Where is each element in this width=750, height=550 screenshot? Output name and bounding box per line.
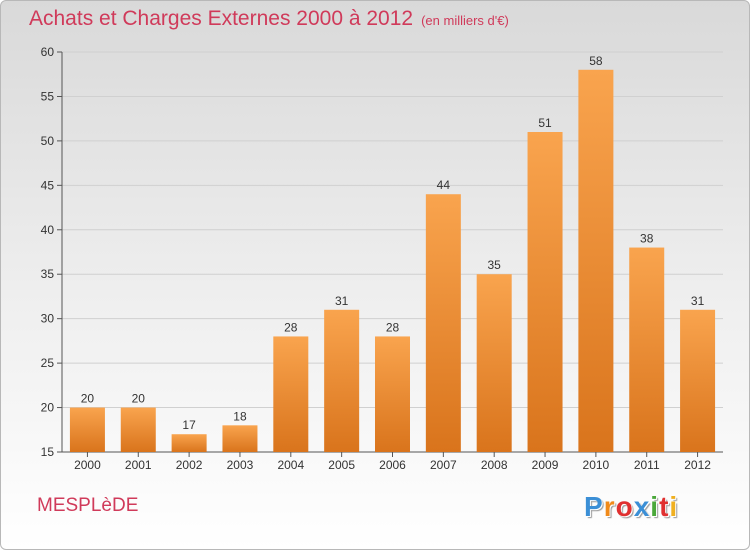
logo-letter: i	[669, 491, 679, 522]
bar	[324, 309, 360, 452]
bar	[629, 247, 665, 452]
bar	[171, 434, 207, 452]
chart-unit: (en milliers d'€)	[421, 13, 509, 28]
y-tick-label: 35	[41, 267, 55, 281]
x-tick-label: 2008	[481, 458, 508, 472]
x-tick-label: 2009	[532, 458, 559, 472]
data-label: 31	[335, 294, 349, 308]
bar	[578, 69, 614, 453]
x-tick-label: 2011	[634, 458, 660, 472]
x-tick-label: 2002	[176, 458, 203, 472]
data-label: 35	[488, 258, 502, 272]
data-label: 31	[691, 294, 705, 308]
data-label: 58	[589, 54, 603, 68]
data-label: 20	[81, 392, 95, 406]
y-tick-label: 45	[41, 178, 55, 192]
data-label: 18	[233, 409, 247, 423]
logo-letter: P	[584, 491, 604, 522]
bar	[273, 336, 309, 452]
bar	[222, 425, 258, 452]
x-tick-label: 2005	[328, 458, 355, 472]
x-tick-label: 2012	[684, 458, 711, 472]
bar	[680, 309, 716, 452]
x-tick-label: 2000	[74, 458, 101, 472]
data-label: 28	[386, 320, 400, 334]
bar	[476, 274, 512, 452]
x-tick-label: 2007	[430, 458, 457, 472]
bar	[120, 407, 156, 452]
x-tick-label: 2006	[379, 458, 406, 472]
bar	[375, 336, 410, 452]
x-tick-label: 2010	[583, 458, 610, 472]
data-label: 17	[182, 418, 196, 432]
y-tick-label: 60	[41, 45, 55, 59]
logo-letter: i	[650, 491, 660, 522]
y-tick-label: 30	[41, 312, 55, 326]
x-tick-label: 2001	[125, 458, 152, 472]
logo-letter: x	[633, 491, 651, 522]
data-label: 51	[538, 116, 552, 130]
commune-name: MESPLèDE	[37, 495, 139, 516]
data-label: 20	[132, 392, 146, 406]
logo-letter: o	[615, 491, 634, 522]
logo-letter: t	[659, 491, 670, 522]
data-label: 38	[640, 232, 654, 246]
y-tick-label: 15	[41, 445, 55, 459]
y-tick-label: 25	[41, 356, 55, 370]
y-tick-label: 20	[41, 401, 55, 415]
y-tick-label: 40	[41, 223, 55, 237]
bar	[69, 407, 105, 452]
y-tick-label: 55	[41, 89, 55, 103]
chart-title: Achats et Charges Externes 2000 à 2012 (e…	[29, 7, 509, 31]
x-tick-label: 2003	[227, 458, 254, 472]
data-label: 44	[437, 178, 451, 192]
y-tick-label: 50	[41, 134, 55, 148]
logo-letter: r	[603, 491, 616, 522]
bar	[527, 132, 563, 452]
data-label: 28	[284, 320, 298, 334]
x-tick-label: 2004	[277, 458, 304, 472]
bar	[425, 194, 461, 452]
proxiti-logo[interactable]: Proxiti	[584, 491, 678, 523]
chart-title-text: Achats et Charges Externes 2000 à 2012	[29, 7, 414, 30]
